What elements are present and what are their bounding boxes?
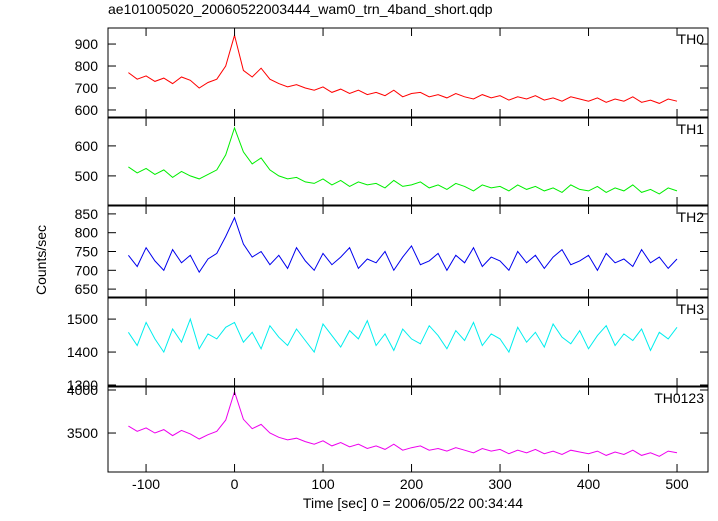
- x-tick-label: 400: [577, 476, 601, 492]
- light-curve: [128, 33, 678, 104]
- panel-label: TH0: [678, 31, 705, 47]
- x-tick-label: 300: [488, 476, 512, 492]
- panel-label: TH2: [678, 209, 705, 225]
- panel-frame: [107, 205, 709, 298]
- y-tick-label: 800: [75, 58, 99, 74]
- y-tick-label: 700: [75, 80, 99, 96]
- y-tick-label: 600: [75, 102, 99, 118]
- y-tick-label: 650: [75, 281, 99, 297]
- x-tick-label: 500: [665, 476, 689, 492]
- y-tick-label: 1400: [67, 344, 98, 360]
- y-tick-label: 600: [75, 138, 99, 154]
- panel-label: TH0123: [654, 390, 704, 406]
- x-tick-label: 0: [231, 476, 239, 492]
- light-curve: [127, 317, 678, 354]
- chart-title: ae101005020_20060522003444_wam0_trn_4ban…: [108, 1, 493, 17]
- y-tick-label: 3500: [67, 425, 98, 441]
- panel-label: TH1: [678, 121, 705, 137]
- panel-frame: [107, 27, 709, 118]
- panel-frame: [107, 386, 709, 473]
- y-tick-label: 1300: [67, 377, 98, 393]
- panel-frame: [107, 117, 709, 206]
- light-curve: [128, 216, 678, 274]
- y-tick-label: 850: [75, 206, 99, 222]
- y-tick-label: 750: [75, 244, 99, 260]
- panel-label: TH3: [678, 301, 705, 317]
- panel-frame: [107, 297, 709, 387]
- x-axis-label: Time [sec] 0 = 2006/05/22 00:34:44: [303, 495, 523, 511]
- y-tick-label: 700: [75, 262, 99, 278]
- y-tick-label: 1500: [67, 311, 98, 327]
- light-curve: [128, 126, 678, 195]
- y-tick-label: 800: [75, 225, 99, 241]
- x-tick-label: 200: [400, 476, 424, 492]
- y-axis-label: Counts/sec: [33, 225, 49, 295]
- y-tick-label: 4000: [67, 382, 98, 398]
- light-curve: [128, 390, 678, 457]
- x-tick-label: -100: [132, 476, 160, 492]
- y-tick-label: 500: [75, 168, 99, 184]
- x-tick-label: 100: [311, 476, 335, 492]
- y-tick-label: 900: [75, 36, 99, 52]
